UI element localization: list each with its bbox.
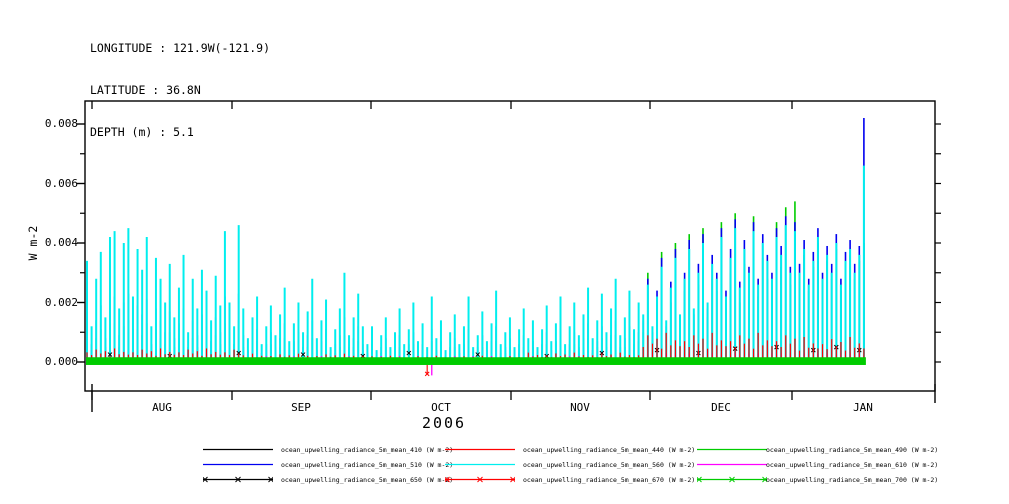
- month-label-jan: JAN: [853, 401, 873, 414]
- month-label-nov: NOV: [570, 401, 590, 414]
- y-tick-label-4: 0.008: [44, 117, 78, 130]
- year-label: 2006: [421, 414, 467, 432]
- legend-label-700: ocean_upwelling_radiance_5m_mean_700 (W …: [766, 476, 939, 484]
- legend-label-410: ocean_upwelling_radiance_5m_mean_410 (W …: [281, 446, 454, 454]
- latitude-label: LATITUDE : 36.8N: [90, 83, 201, 97]
- month-label-dec: DEC: [711, 401, 731, 414]
- legend-line-sample-700: [697, 476, 767, 483]
- y-tick-label-3: 0.006: [44, 176, 78, 190]
- legend-line-sample-610: [697, 463, 767, 466]
- plot-header: LONGITUDE : 121.9W(-121.9) LATITUDE : 36…: [90, 13, 270, 167]
- legend-label-440: ocean_upwelling_radiance_5m_mean_440 (W …: [523, 446, 696, 454]
- y-tick-label-0: 0.000: [44, 355, 78, 368]
- legend-label-650: ocean_upwelling_radiance_5m_mean_650 (W …: [281, 476, 454, 484]
- y-tick-label-2: 0.004: [44, 236, 78, 249]
- month-label-sep: SEP: [291, 401, 311, 414]
- month-label-aug: AUG: [152, 401, 172, 414]
- legend-line-sample-410: [203, 448, 273, 451]
- longitude-label: LONGITUDE : 121.9W(-121.9): [90, 41, 271, 55]
- legend-label-670: ocean_upwelling_radiance_5m_mean_670 (W …: [523, 476, 696, 484]
- legend-line-sample-650: [203, 476, 273, 483]
- legend-line-sample-490: [697, 448, 767, 451]
- month-label-oct: OCT: [431, 401, 451, 414]
- y-tick-label-1: 0.002: [44, 295, 78, 309]
- legend-line-sample-510: [203, 463, 273, 466]
- legend-label-510: ocean_upwelling_radiance_5m_mean_510 (W …: [281, 461, 454, 469]
- legend-line-sample-560: [445, 463, 515, 466]
- depth-label: DEPTH (m) : 5.1: [90, 125, 194, 139]
- legend-line-sample-440: [445, 448, 515, 451]
- legend-line-sample-670: [445, 476, 515, 483]
- legend-label-490: ocean_upwelling_radiance_5m_mean_490 (W …: [766, 446, 939, 454]
- legend-label-560: ocean_upwelling_radiance_5m_mean_560 (W …: [523, 461, 696, 469]
- legend-label-610: ocean_upwelling_radiance_5m_mean_610 (W …: [766, 461, 939, 469]
